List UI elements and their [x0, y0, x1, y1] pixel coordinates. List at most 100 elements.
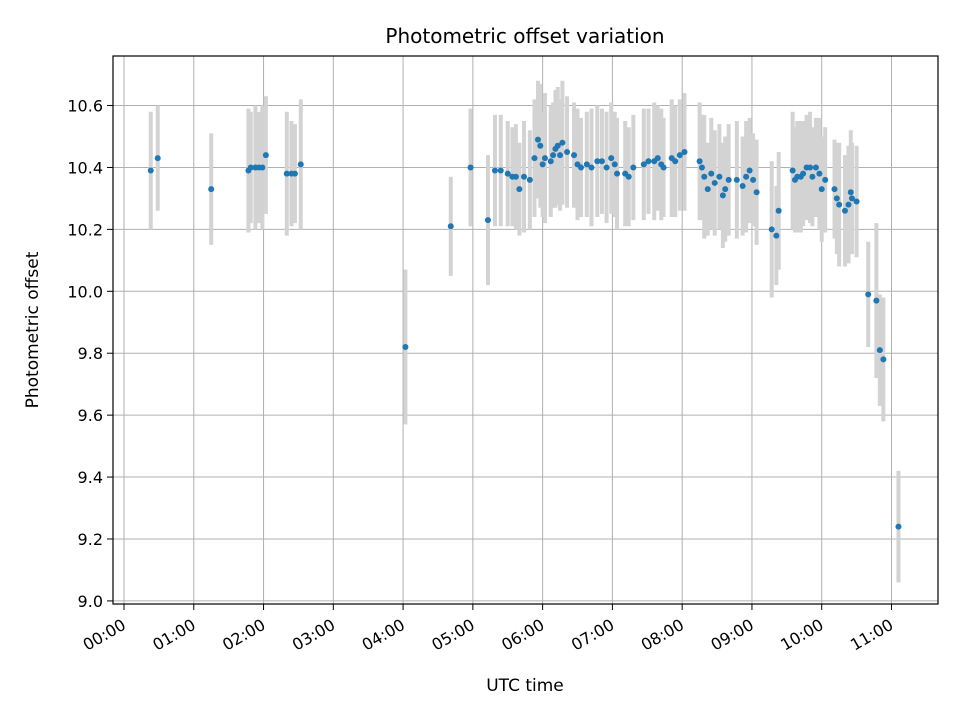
data-point: [550, 152, 557, 159]
data-point: [809, 173, 816, 180]
data-point: [447, 223, 454, 230]
chart-title: Photometric offset variation: [385, 24, 664, 48]
data-point: [831, 186, 838, 193]
y-tick-label: 9.6: [78, 406, 103, 425]
data-point: [291, 170, 298, 177]
data-point: [640, 161, 647, 168]
data-point: [262, 152, 269, 159]
data-point: [711, 179, 718, 186]
data-point: [467, 164, 474, 171]
data-point: [845, 201, 852, 208]
data-point: [645, 158, 652, 165]
data-point: [557, 152, 564, 159]
data-point: [526, 176, 533, 183]
y-tick-label: 10.0: [67, 282, 103, 301]
data-point: [583, 161, 590, 168]
data-point: [681, 148, 688, 155]
data-point: [812, 164, 819, 171]
data-point: [497, 167, 504, 174]
data-point: [708, 170, 715, 177]
data-point: [614, 170, 621, 177]
data-point: [873, 297, 880, 304]
y-axis-label: Photometric offset: [23, 251, 43, 408]
data-point: [608, 155, 615, 162]
data-point: [822, 176, 829, 183]
data-point: [841, 207, 848, 214]
data-point: [147, 167, 154, 174]
data-point: [719, 192, 726, 199]
plot-frame: [112, 55, 939, 605]
data-point: [704, 186, 711, 193]
data-point: [541, 155, 548, 162]
data-point: [521, 173, 528, 180]
data-point: [739, 183, 746, 190]
data-point: [297, 161, 304, 168]
data-point: [611, 161, 618, 168]
data-point: [539, 161, 546, 168]
data-point: [698, 164, 705, 171]
y-tick-label: 9.0: [78, 592, 103, 611]
data-point: [818, 186, 825, 193]
data-point: [484, 217, 491, 224]
data-point: [594, 158, 601, 165]
data-point: [722, 186, 729, 193]
data-point: [800, 170, 807, 177]
y-tick-label: 9.4: [78, 468, 103, 487]
data-point: [836, 201, 843, 208]
data-point: [816, 170, 823, 177]
y-tick-label: 10.6: [67, 97, 103, 116]
data-point: [154, 155, 161, 162]
data-points: [147, 136, 902, 530]
data-point: [588, 164, 595, 171]
data-point: [750, 176, 757, 183]
data-point: [895, 523, 902, 530]
data-point: [725, 176, 732, 183]
data-point: [259, 164, 266, 171]
data-point: [701, 173, 708, 180]
data-point: [547, 158, 554, 165]
data-point: [768, 226, 775, 233]
data-point: [753, 189, 760, 196]
data-point: [696, 158, 703, 165]
y-tick-label: 10.2: [67, 220, 103, 239]
data-point: [578, 164, 585, 171]
data-point: [848, 195, 855, 202]
data-point: [512, 173, 519, 180]
y-axis-ticks: 9.0 9.2 9.4 9.6 9.8 10.0 10.2 10.4 10.6: [67, 97, 113, 611]
data-point: [531, 155, 538, 162]
data-point: [716, 173, 723, 180]
data-point: [516, 186, 523, 193]
data-point: [833, 195, 840, 202]
y-tick-label: 9.2: [78, 530, 103, 549]
data-point: [571, 152, 578, 159]
data-point: [789, 167, 796, 174]
data-point: [775, 207, 782, 214]
data-point: [773, 232, 780, 239]
x-axis-label: UTC time: [486, 676, 564, 696]
data-point: [630, 164, 637, 171]
data-point: [504, 170, 511, 177]
data-point: [672, 158, 679, 165]
data-point: [534, 136, 541, 143]
data-point: [743, 173, 750, 180]
data-point: [247, 164, 254, 171]
data-point: [554, 142, 561, 149]
data-point: [564, 148, 571, 155]
data-point: [733, 176, 740, 183]
data-point: [208, 186, 215, 193]
data-point: [746, 167, 753, 174]
data-point: [537, 142, 544, 149]
data-point: [853, 198, 860, 205]
data-point: [876, 347, 883, 354]
data-point: [402, 344, 409, 351]
y-tick-label: 9.8: [78, 344, 103, 363]
data-point: [559, 139, 566, 146]
y-tick-label: 10.4: [67, 158, 103, 177]
data-point: [603, 164, 610, 171]
data-point: [847, 189, 854, 196]
data-point: [491, 167, 498, 174]
data-point: [865, 291, 872, 298]
